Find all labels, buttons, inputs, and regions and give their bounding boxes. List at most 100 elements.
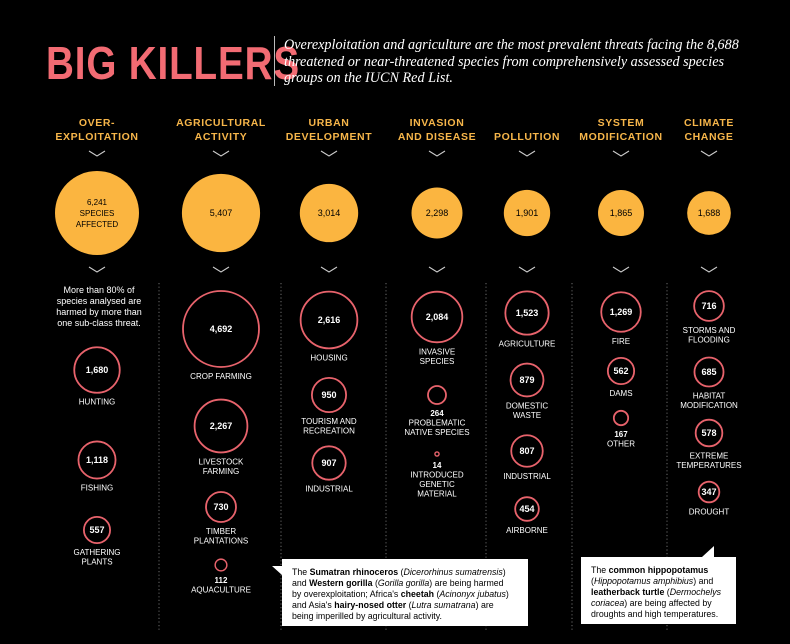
sub-value-urban-development-1: 2,616	[318, 315, 341, 325]
bubble-value-pollution: 1,901	[516, 208, 539, 218]
category-label-over-exploitation: OVER-EXPLOITATION	[55, 117, 138, 143]
chevron-down-icon	[212, 266, 230, 273]
sub-bubble-agricultural-activity-4	[214, 558, 228, 572]
sub-value-system-modification-1: 1,269	[610, 307, 633, 317]
sub-bubble-agricultural-activity-3	[205, 491, 237, 523]
sub-bubble-climate-change-4	[697, 480, 721, 504]
sub-label-pollution-2: DOMESTIC WASTE	[506, 401, 548, 420]
sub-bubble-climate-change-3	[694, 418, 724, 448]
sub-label-agricultural-activity-2: LIVESTOCK FARMING	[199, 457, 244, 476]
sub-value-over-exploitation-4: 557	[89, 525, 104, 535]
sub-bubble-pollution-4	[514, 496, 540, 522]
sub-label-system-modification-1: FIRE	[612, 337, 630, 346]
sub-label-invasion-and-disease-1: INVASIVE SPECIES	[419, 347, 455, 366]
sub-label-agricultural-activity-1: CROP FARMING	[190, 372, 252, 381]
category-label-agricultural-activity: AGRICULTURAL ACTIVITY	[176, 117, 266, 143]
sub-value-over-exploitation-3: 1,118	[86, 455, 108, 465]
category-label-pollution: POLLUTION	[494, 131, 560, 143]
chevron-down-icon	[88, 150, 106, 157]
bubble-over-exploitation	[55, 171, 139, 255]
chevron-down-icon	[612, 266, 630, 273]
chevron-down-icon	[700, 266, 718, 273]
sub-value-pollution-3: 807	[519, 446, 534, 456]
bubble-agricultural-activity	[181, 173, 261, 253]
sub-bubble-agricultural-activity-2	[193, 398, 249, 454]
sub-value-climate-change-2: 685	[701, 367, 716, 377]
category-label-urban-development: URBAN DEVELOPMENT	[286, 117, 373, 143]
sub-bubble-urban-development-2	[311, 377, 347, 413]
sub-value-invasion-and-disease-1: 2,084	[426, 312, 449, 322]
sub-label-climate-change-4: DROUGHT	[689, 507, 730, 516]
sub-label-climate-change-3: EXTREME TEMPERATURES	[676, 451, 741, 470]
bubble-pollution	[503, 189, 551, 237]
sub-value-urban-development-3: 907	[321, 458, 336, 468]
category-label-climate-change: CLIMATE CHANGE	[684, 117, 734, 143]
callout-pointer	[272, 566, 282, 575]
sub-label-climate-change-2: HABITAT MODIFICATION	[680, 392, 738, 411]
sub-label-over-exploitation-2: HUNTING	[79, 398, 115, 407]
sub-value-agricultural-activity-2: 2,267	[210, 421, 233, 431]
sub-bubble-urban-development-1	[299, 290, 359, 350]
chevron-down-icon	[428, 266, 446, 273]
bubble-value-climate-change: 1,688	[698, 208, 721, 218]
chevron-down-icon	[518, 150, 536, 157]
sub-bubble-over-exploitation-4	[83, 516, 111, 544]
sub-bubble-agricultural-activity-1	[182, 290, 260, 368]
chevron-down-icon	[320, 150, 338, 157]
category-label-invasion-and-disease: INVASION AND DISEASE	[398, 117, 476, 143]
sub-bubble-over-exploitation-3	[77, 440, 117, 480]
sub-label-urban-development-1: HOUSING	[310, 353, 347, 362]
bubble-value-system-modification: 1,865	[610, 208, 633, 218]
callout-pointer	[702, 546, 714, 557]
bubble-value-invasion-and-disease: 2,298	[426, 208, 449, 218]
chevron-down-icon	[518, 266, 536, 273]
sub-bubble-invasion-and-disease-3	[434, 451, 440, 457]
sub-label-pollution-4: AIRBORNE	[506, 526, 548, 535]
bubble-invasion-and-disease	[411, 187, 463, 239]
sub-label-urban-development-2: TOURISM AND RECREATION	[301, 417, 357, 436]
sub-value-pollution-1: 1,523	[516, 308, 539, 318]
chevron-down-icon	[88, 266, 106, 273]
sub-label-pollution-3: INDUSTRIAL	[503, 472, 551, 481]
bubble-urban-development	[299, 183, 359, 243]
sub-value-urban-development-2: 950	[321, 390, 336, 400]
page-subtitle: Overexploitation and agriculture are the…	[284, 37, 739, 86]
sub-bubble-system-modification-3	[612, 409, 630, 427]
sub-label-invasion-and-disease-2: 264 PROBLEMATIC NATIVE SPECIES	[404, 409, 469, 437]
sub-label-over-exploitation-3: FISHING	[81, 484, 113, 493]
sub-value-climate-change-1: 716	[701, 301, 716, 311]
bubble-climate-change	[687, 191, 731, 235]
sub-bubble-invasion-and-disease-1	[410, 290, 464, 344]
sub-label-pollution-1: AGRICULTURE	[499, 340, 556, 349]
sub-value-pollution-4: 454	[519, 504, 534, 514]
page-title: BIG KILLERS	[46, 37, 300, 89]
bubble-value-over-exploitation: 6,241 SPECIES AFFECTED	[76, 198, 118, 229]
sub-value-over-exploitation-2: 1,680	[86, 365, 109, 375]
sub-value-system-modification-2: 562	[613, 366, 628, 376]
sub-value-climate-change-4: 347	[701, 487, 716, 497]
sub-value-pollution-2: 879	[519, 375, 534, 385]
sub-bubble-over-exploitation-2	[73, 346, 121, 394]
sub-value-climate-change-3: 578	[701, 428, 716, 438]
sub-label-climate-change-1: STORMS AND FLOODING	[683, 326, 736, 345]
callout-rhino-gorilla: The Sumatran rhinoceros (Dicerorhinus su…	[282, 559, 528, 626]
sub-bubble-climate-change-2	[693, 356, 725, 388]
sub-bubble-climate-change-1	[693, 290, 725, 322]
chevron-down-icon	[212, 150, 230, 157]
sub-label-invasion-and-disease-3: 14 INTRODUCED GENETIC MATERIAL	[410, 461, 464, 499]
sub-label-agricultural-activity-4: 112 AQUACULTURE	[191, 576, 251, 595]
sub-bubble-invasion-and-disease-2	[427, 385, 447, 405]
sub-bubble-system-modification-1	[600, 291, 642, 333]
chevron-down-icon	[700, 150, 718, 157]
sub-label-system-modification-2: DAMS	[609, 389, 632, 398]
chevron-down-icon	[612, 150, 630, 157]
sub-label-agricultural-activity-3: TIMBER PLANTATIONS	[194, 527, 248, 546]
sub-label-over-exploitation-4: GATHERING PLANTS	[74, 548, 121, 567]
sub-value-agricultural-activity-3: 730	[213, 502, 228, 512]
category-label-system-modification: SYSTEM MODIFICATION	[579, 117, 662, 143]
chevron-down-icon	[320, 266, 338, 273]
sub-bubble-urban-development-3	[311, 445, 347, 481]
chevron-down-icon	[428, 150, 446, 157]
